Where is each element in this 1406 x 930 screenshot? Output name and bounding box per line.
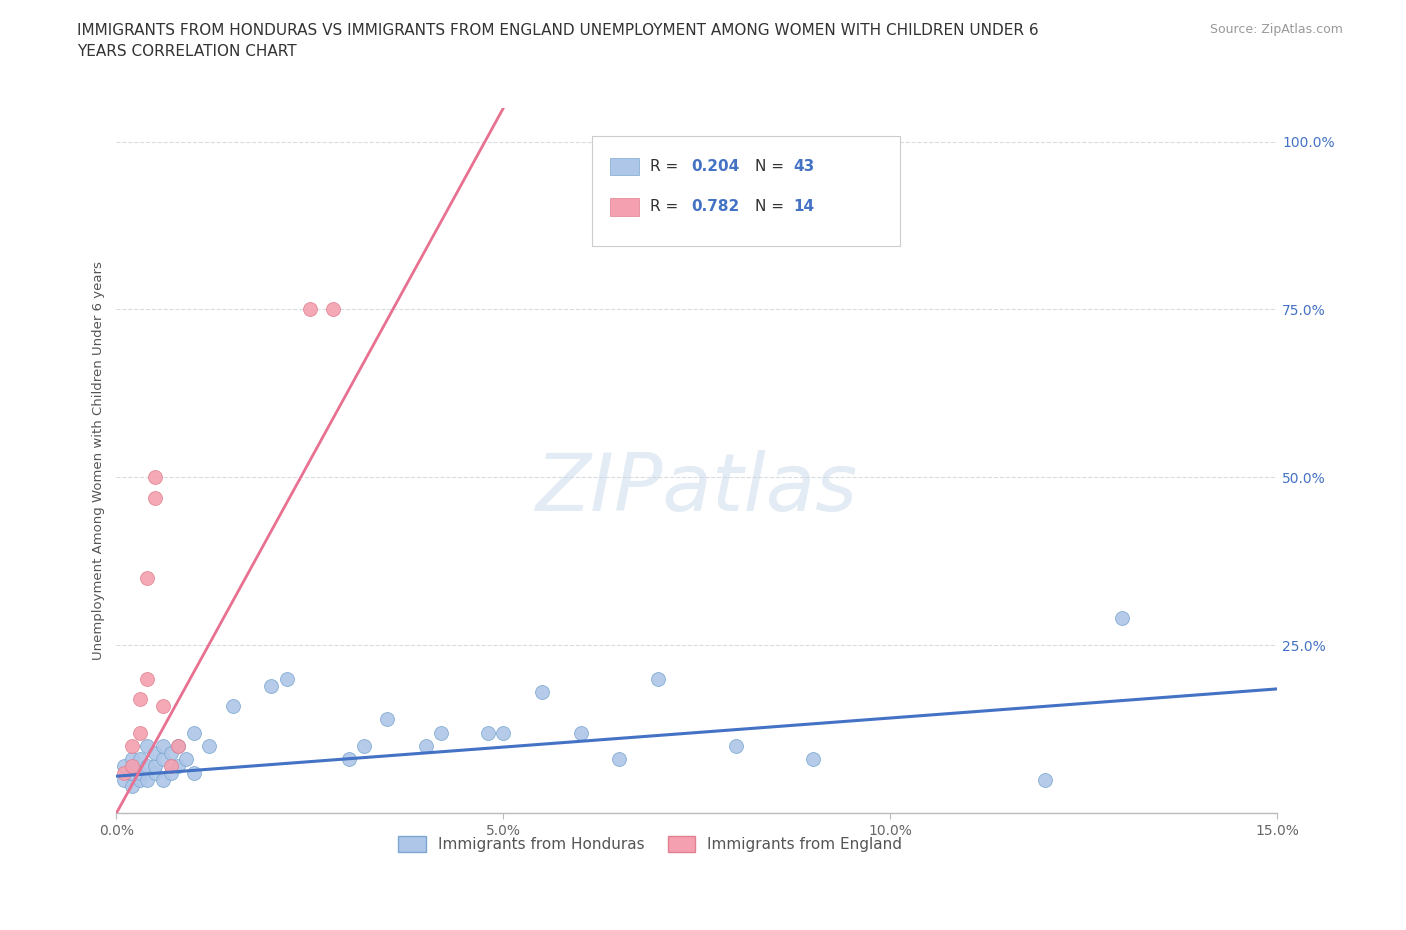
Point <box>159 759 181 774</box>
Text: ZIPatlas: ZIPatlas <box>536 450 858 527</box>
Point <box>152 752 174 767</box>
Point <box>152 698 174 713</box>
Point <box>477 725 499 740</box>
Point <box>183 765 205 780</box>
Point <box>724 738 747 753</box>
Text: Source: ZipAtlas.com: Source: ZipAtlas.com <box>1209 23 1343 36</box>
Point <box>159 745 181 760</box>
Point <box>260 678 283 693</box>
Point <box>152 738 174 753</box>
Bar <box>610 198 638 216</box>
Point <box>353 738 375 753</box>
Point <box>112 759 135 774</box>
Point <box>531 684 554 699</box>
Point <box>112 765 135 780</box>
Point <box>159 765 181 780</box>
Point <box>112 772 135 787</box>
Point <box>415 738 437 753</box>
Point <box>143 745 166 760</box>
Text: N =: N = <box>755 159 789 174</box>
Point <box>143 470 166 485</box>
Point <box>298 302 321 317</box>
Point <box>152 772 174 787</box>
Point <box>276 671 298 686</box>
Text: R =: R = <box>651 159 683 174</box>
Point <box>143 759 166 774</box>
Point <box>136 671 159 686</box>
Point <box>375 711 398 726</box>
Point <box>136 571 159 586</box>
Text: 14: 14 <box>793 199 814 214</box>
Point <box>128 765 150 780</box>
Point <box>183 725 205 740</box>
Point <box>121 759 143 774</box>
Text: 0.204: 0.204 <box>692 159 740 174</box>
Point <box>221 698 243 713</box>
Point <box>167 738 190 753</box>
Point <box>167 759 190 774</box>
Text: N =: N = <box>755 199 789 214</box>
Point <box>128 692 150 707</box>
Point <box>492 725 515 740</box>
Point <box>647 671 669 686</box>
Point <box>121 765 143 780</box>
Text: R =: R = <box>651 199 683 214</box>
Legend: Immigrants from Honduras, Immigrants from England: Immigrants from Honduras, Immigrants fro… <box>392 830 908 858</box>
Text: IMMIGRANTS FROM HONDURAS VS IMMIGRANTS FROM ENGLAND UNEMPLOYMENT AMONG WOMEN WIT: IMMIGRANTS FROM HONDURAS VS IMMIGRANTS F… <box>77 23 1039 60</box>
Point <box>337 752 360 767</box>
Text: 0.782: 0.782 <box>692 199 740 214</box>
Point <box>430 725 453 740</box>
Point <box>174 752 197 767</box>
FancyBboxPatch shape <box>592 136 900 246</box>
Point <box>136 738 159 753</box>
Point <box>121 752 143 767</box>
Point <box>128 752 150 767</box>
Bar <box>610 158 638 176</box>
Y-axis label: Unemployment Among Women with Children Under 6 years: Unemployment Among Women with Children U… <box>93 261 105 660</box>
Point <box>143 490 166 505</box>
Point <box>136 772 159 787</box>
Point <box>801 752 824 767</box>
Point <box>128 725 150 740</box>
Text: 43: 43 <box>793 159 814 174</box>
Point <box>143 765 166 780</box>
Point <box>1111 611 1133 626</box>
Point <box>609 752 631 767</box>
Point <box>128 772 150 787</box>
Point <box>569 725 592 740</box>
Point <box>167 738 190 753</box>
Point <box>121 778 143 793</box>
Point <box>121 738 143 753</box>
Point <box>1033 772 1056 787</box>
Point <box>322 302 344 317</box>
Point <box>136 759 159 774</box>
Point <box>198 738 221 753</box>
